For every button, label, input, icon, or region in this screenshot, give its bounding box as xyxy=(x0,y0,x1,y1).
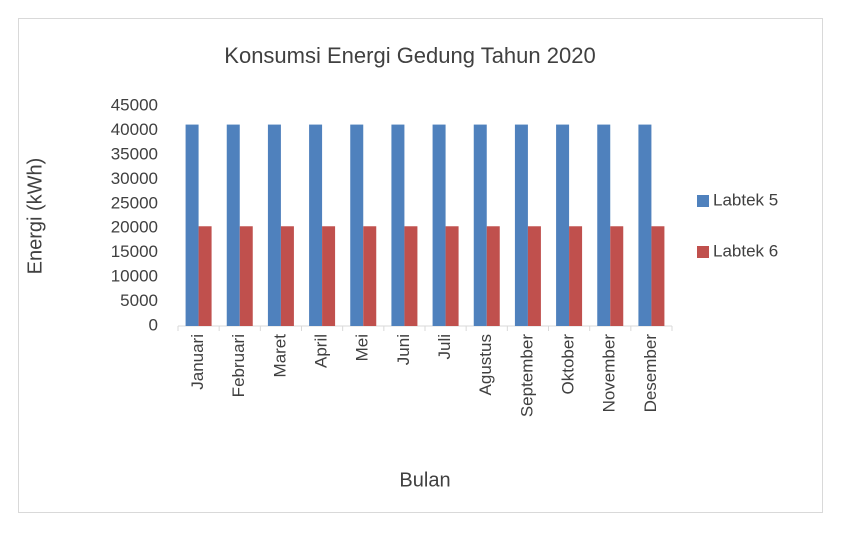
y-tick-label: 0 xyxy=(149,315,158,334)
x-tick-label: Juni xyxy=(394,334,413,365)
bar xyxy=(404,226,418,326)
y-axis-title: Energi (kWh) xyxy=(24,158,46,275)
x-tick-label: Desember xyxy=(641,334,660,413)
bar xyxy=(322,226,336,326)
y-tick-label: 15000 xyxy=(111,242,158,261)
y-tick-label: 5000 xyxy=(120,291,158,310)
y-tick-label: 40000 xyxy=(111,120,158,139)
y-tick-label: 35000 xyxy=(111,144,158,163)
bar xyxy=(226,124,240,326)
y-tick-label: 10000 xyxy=(111,267,158,286)
x-tick-label: September xyxy=(517,334,536,417)
bar xyxy=(473,124,487,326)
bar xyxy=(267,124,281,326)
bar xyxy=(309,124,323,326)
x-tick-label: April xyxy=(312,334,331,368)
bar xyxy=(280,226,294,326)
x-tick-label: Januari xyxy=(188,334,207,390)
bar xyxy=(569,226,583,326)
bar xyxy=(556,124,570,326)
chart-title: Konsumsi Energi Gedung Tahun 2020 xyxy=(224,43,595,68)
bar xyxy=(239,226,253,326)
bar xyxy=(185,124,199,326)
y-tick-label: 20000 xyxy=(111,218,158,237)
bar xyxy=(514,124,528,326)
y-tick-label: 25000 xyxy=(111,193,158,212)
bar xyxy=(527,226,541,326)
bar xyxy=(445,226,459,326)
x-tick-label: Oktober xyxy=(559,334,578,395)
x-tick-label: Agustus xyxy=(476,334,495,395)
bar xyxy=(638,124,652,326)
x-tick-label: Februari xyxy=(229,334,248,397)
bar xyxy=(350,124,364,326)
x-tick-label: Maret xyxy=(270,334,289,378)
bar xyxy=(651,226,665,326)
bar xyxy=(432,124,446,326)
y-tick-label: 45000 xyxy=(111,95,158,114)
legend-swatch xyxy=(697,246,709,258)
x-axis-title: Bulan xyxy=(399,469,450,491)
bar xyxy=(198,226,212,326)
x-tick-label: Juli xyxy=(435,334,454,360)
bar xyxy=(391,124,405,326)
legend-swatch xyxy=(697,195,709,207)
legend-label: Labtek 5 xyxy=(713,190,778,209)
bar xyxy=(597,124,611,326)
y-tick-label: 30000 xyxy=(111,169,158,188)
x-tick-label: November xyxy=(600,334,619,413)
chart-border xyxy=(18,18,823,513)
bar xyxy=(610,226,624,326)
bar xyxy=(363,226,377,326)
bar xyxy=(486,226,500,326)
x-tick-label: Mei xyxy=(353,334,372,361)
legend-label: Labtek 6 xyxy=(713,241,778,260)
